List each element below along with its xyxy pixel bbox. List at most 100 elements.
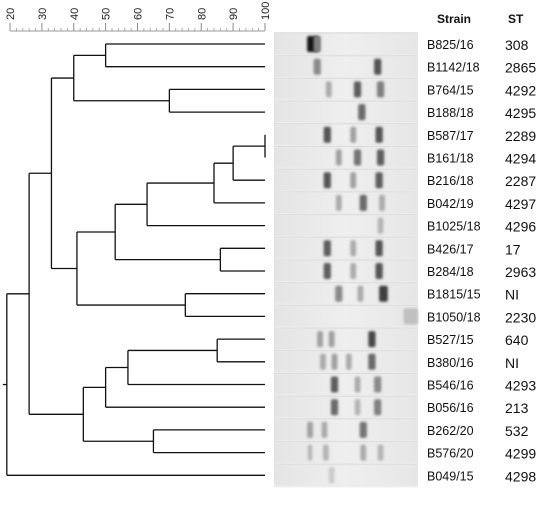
gel-band	[328, 467, 335, 484]
gel-band	[350, 263, 357, 279]
gel-band	[357, 285, 364, 302]
st-label: 308	[505, 37, 529, 53]
gel-band	[353, 81, 362, 98]
gel-band	[350, 126, 357, 143]
gel-band	[322, 444, 329, 461]
gel-band	[375, 126, 383, 143]
strain-label: B546/16	[427, 379, 474, 393]
strain-label: B527/15	[427, 333, 474, 347]
st-label: 4293	[505, 378, 536, 394]
gel-band	[346, 353, 352, 370]
st-label: 213	[505, 400, 529, 416]
gel-lane	[274, 419, 418, 440]
gel-band	[375, 263, 383, 279]
st-label: NI	[505, 287, 519, 303]
gel-band	[321, 421, 328, 438]
gel-band	[368, 331, 376, 348]
gel-band	[320, 353, 326, 370]
gel-band	[307, 444, 313, 461]
gel-band	[323, 126, 331, 143]
strain-label: B1815/15	[427, 288, 481, 302]
strain-label: B825/16	[427, 38, 474, 52]
gel-band	[359, 194, 367, 211]
gel-lane	[274, 215, 418, 236]
gel-band	[317, 331, 323, 348]
gel-band	[313, 58, 321, 75]
gel-lane	[274, 283, 418, 304]
st-label: 4292	[505, 82, 536, 98]
gel-band	[330, 376, 339, 393]
gel-band	[328, 331, 335, 348]
gel-lane	[274, 238, 418, 259]
scale-tick-label: 100	[260, 2, 272, 20]
st-label: 17	[505, 241, 521, 257]
st-label: 2963	[505, 264, 536, 280]
gel-lane	[274, 306, 418, 327]
scale-tick-label: 60	[133, 8, 145, 20]
gel-band	[323, 240, 331, 257]
strain-label: B1142/18	[427, 61, 480, 75]
strain-label: B380/16	[427, 356, 474, 370]
st-label: 4294	[505, 151, 536, 167]
strain-label: B764/15	[427, 83, 474, 97]
gel-lane	[274, 442, 418, 463]
gel-band	[360, 444, 367, 461]
st-column-header: ST	[508, 12, 524, 26]
strain-label: B284/18	[427, 265, 474, 279]
strain-label: B262/20	[427, 424, 474, 438]
gel-band	[335, 285, 343, 302]
st-label: 2289	[505, 128, 536, 144]
gel-band	[376, 81, 385, 98]
scale-tick-label: 80	[196, 8, 208, 20]
gel-band	[375, 172, 383, 189]
st-label: 532	[505, 423, 529, 439]
gel-band	[331, 353, 338, 370]
gel-lane	[274, 329, 418, 350]
gel-band	[379, 194, 385, 211]
gel-band	[350, 172, 357, 189]
pfge-gel-image	[274, 32, 418, 488]
gel-band	[403, 308, 418, 325]
gel-lane	[274, 56, 418, 77]
gel-band	[374, 58, 382, 75]
gel-band	[307, 421, 313, 438]
scale-tick-label: 70	[164, 8, 176, 20]
st-label: 2230	[505, 309, 536, 325]
gel-band	[335, 149, 342, 166]
scale-tick-label: 30	[37, 8, 49, 20]
st-label: 4295	[505, 105, 536, 121]
strain-label: B056/16	[427, 401, 474, 415]
gel-lane	[274, 170, 418, 191]
gel-lane	[274, 374, 418, 395]
strain-label: B042/19	[427, 197, 474, 211]
gel-lane	[274, 34, 418, 54]
st-label: NI	[505, 355, 519, 371]
gel-band	[330, 399, 339, 416]
gel-band	[353, 149, 362, 166]
st-label: 640	[505, 332, 529, 348]
gel-lane	[274, 147, 418, 168]
gel-band	[374, 399, 382, 416]
gel-band	[377, 217, 384, 234]
strain-label: B049/15	[427, 469, 474, 483]
gel-band	[354, 376, 361, 393]
strain-label: B587/17	[427, 129, 474, 143]
gel-band	[376, 149, 385, 166]
st-label: 2287	[505, 173, 536, 189]
scale-tick-label: 20	[5, 8, 17, 20]
strain-label: B1050/18	[427, 310, 481, 324]
scale-tick-label: 90	[228, 8, 240, 20]
gel-band	[358, 104, 366, 121]
dendrogram-tree	[2, 43, 266, 476]
gel-band	[323, 172, 331, 189]
gel-lane	[274, 124, 418, 145]
strain-label: B216/18	[427, 174, 474, 188]
strain-column-header: Strain	[437, 12, 471, 26]
gel-band	[335, 194, 342, 211]
gel-lane	[274, 79, 418, 100]
gel-lane	[274, 465, 418, 486]
gel-band	[375, 240, 383, 257]
gel-band	[377, 444, 384, 461]
gel-lane	[274, 192, 418, 213]
gel-band	[368, 353, 376, 370]
